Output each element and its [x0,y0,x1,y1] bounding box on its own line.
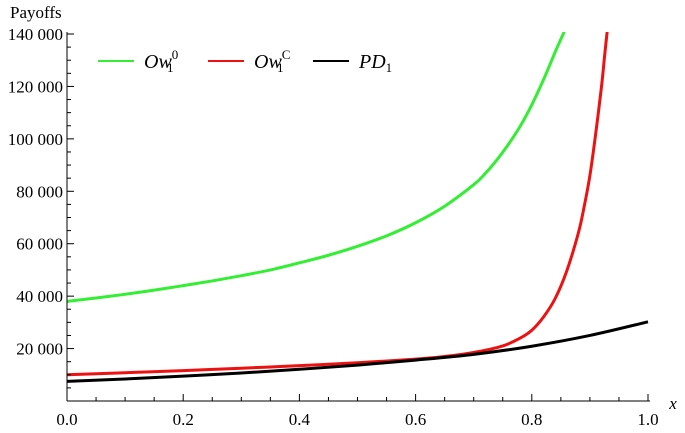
y-tick-label: 40 000 [16,287,63,306]
x-tick-label: 0.4 [289,410,311,429]
axes: 20 000 40 000 60 000 80 000 100 000 120 000 14… [8,25,659,429]
y-axis-ticks: 20 000 40 000 60 000 80 000 100 000 120 000 14… [8,25,74,402]
y-axis-title: Payoffs [10,3,62,22]
y-tick-label: 80 000 [16,182,63,201]
x-tick-label: 0.2 [173,410,194,429]
y-tick-label: 60 000 [16,235,63,254]
y-tick-label: 120 000 [8,77,63,96]
x-axis-ticks: 0.0 0.2 0.4 0.6 0.8 1.0 [56,394,659,429]
legend-entry: Ow0 1 [144,47,178,75]
series-line-2 [67,32,609,377]
x-axis-title: x [668,394,677,413]
y-tick-label: 20 000 [16,340,63,359]
x-tick-label: 1.0 [637,410,658,429]
x-tick-label: 0.6 [405,410,426,429]
legend-entry: OwC 1 [254,47,290,75]
series-line-3 [67,320,649,383]
series-line-1 [67,32,566,303]
x-tick-label: 0.0 [56,410,77,429]
plot-lines [67,32,649,383]
legend: Ow0 1 OwC 1 PD1 [98,47,392,75]
y-tick-label: 140 000 [8,25,63,44]
y-tick-label: 100 000 [8,130,63,149]
x-tick-label: 0.8 [521,410,542,429]
legend-entry: PD1 [358,51,392,75]
